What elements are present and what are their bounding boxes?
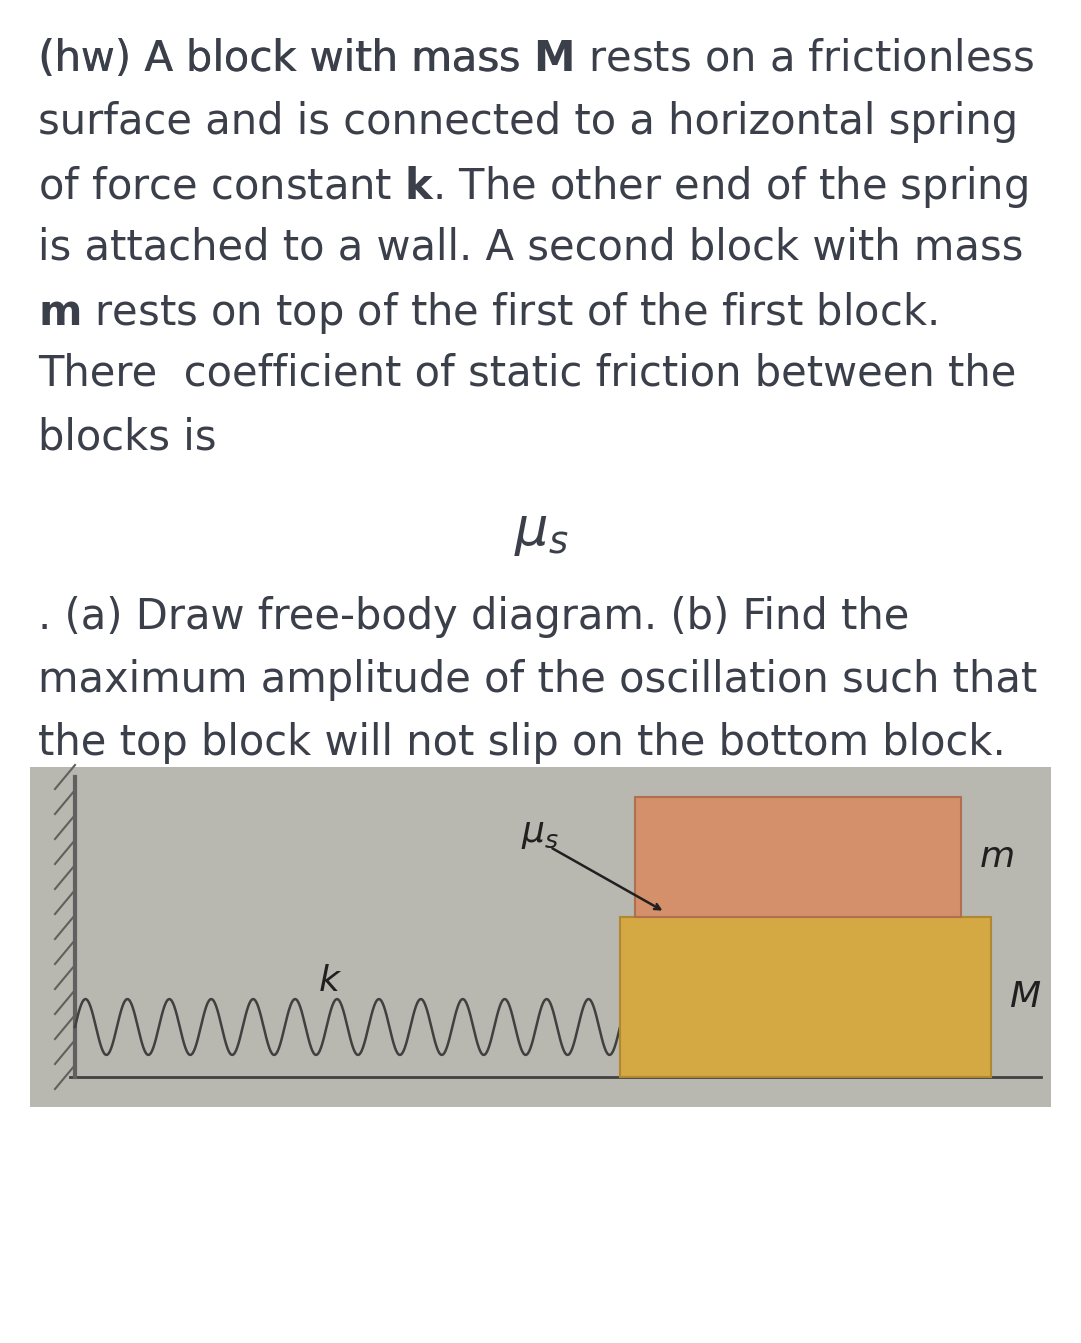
Text: (hw) A block with mass: (hw) A block with mass <box>38 38 534 81</box>
Bar <box>30 767 1051 1107</box>
Text: . (a) Draw free-body diagram. (b) Find the: . (a) Draw free-body diagram. (b) Find t… <box>38 596 909 638</box>
Text: surface and is connected to a horizontal spring: surface and is connected to a horizontal… <box>38 101 1018 142</box>
Text: the top block will not slip on the bottom block.: the top block will not slip on the botto… <box>38 723 1005 764</box>
Text: $M$: $M$ <box>1009 980 1041 1014</box>
Text: $\mu_s$: $\mu_s$ <box>521 817 559 851</box>
Text: maximum amplitude of the oscillation such that: maximum amplitude of the oscillation suc… <box>38 659 1038 701</box>
Text: $k$: $k$ <box>318 964 342 998</box>
Text: (hw) A block with mass $\mathbf{M}$ rests on a frictionless: (hw) A block with mass $\mathbf{M}$ rest… <box>38 38 1035 81</box>
Bar <box>635 796 961 917</box>
Text: $\mathbf{m}$ rests on top of the first of the first block.: $\mathbf{m}$ rests on top of the first o… <box>38 290 937 336</box>
Text: There  coefficient of static friction between the: There coefficient of static friction bet… <box>38 353 1016 395</box>
Text: is attached to a wall. A second block with mass: is attached to a wall. A second block wi… <box>38 227 1024 269</box>
Text: $m$: $m$ <box>979 839 1014 874</box>
Text: $\mu_s$: $\mu_s$ <box>513 506 569 557</box>
Bar <box>620 917 991 1077</box>
Text: of force constant $\mathbf{k}$. The other end of the spring: of force constant $\mathbf{k}$. The othe… <box>38 164 1028 210</box>
Text: blocks is: blocks is <box>38 416 216 458</box>
